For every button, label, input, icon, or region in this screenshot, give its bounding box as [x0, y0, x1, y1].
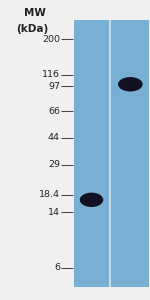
Text: 6: 6: [54, 263, 60, 272]
Text: 29: 29: [48, 160, 60, 169]
Text: 66: 66: [48, 107, 60, 116]
Bar: [74, 20, 109, 286]
Bar: [74, 20, 149, 286]
Text: MW: MW: [24, 8, 46, 17]
Ellipse shape: [118, 77, 143, 92]
Text: 44: 44: [48, 133, 60, 142]
Text: 18.4: 18.4: [39, 190, 60, 199]
Text: 97: 97: [48, 82, 60, 91]
Bar: [111, 20, 149, 286]
Ellipse shape: [80, 193, 103, 207]
Text: 200: 200: [42, 34, 60, 43]
Text: 116: 116: [42, 70, 60, 79]
Text: (kDa): (kDa): [16, 24, 48, 34]
Text: 14: 14: [48, 208, 60, 217]
